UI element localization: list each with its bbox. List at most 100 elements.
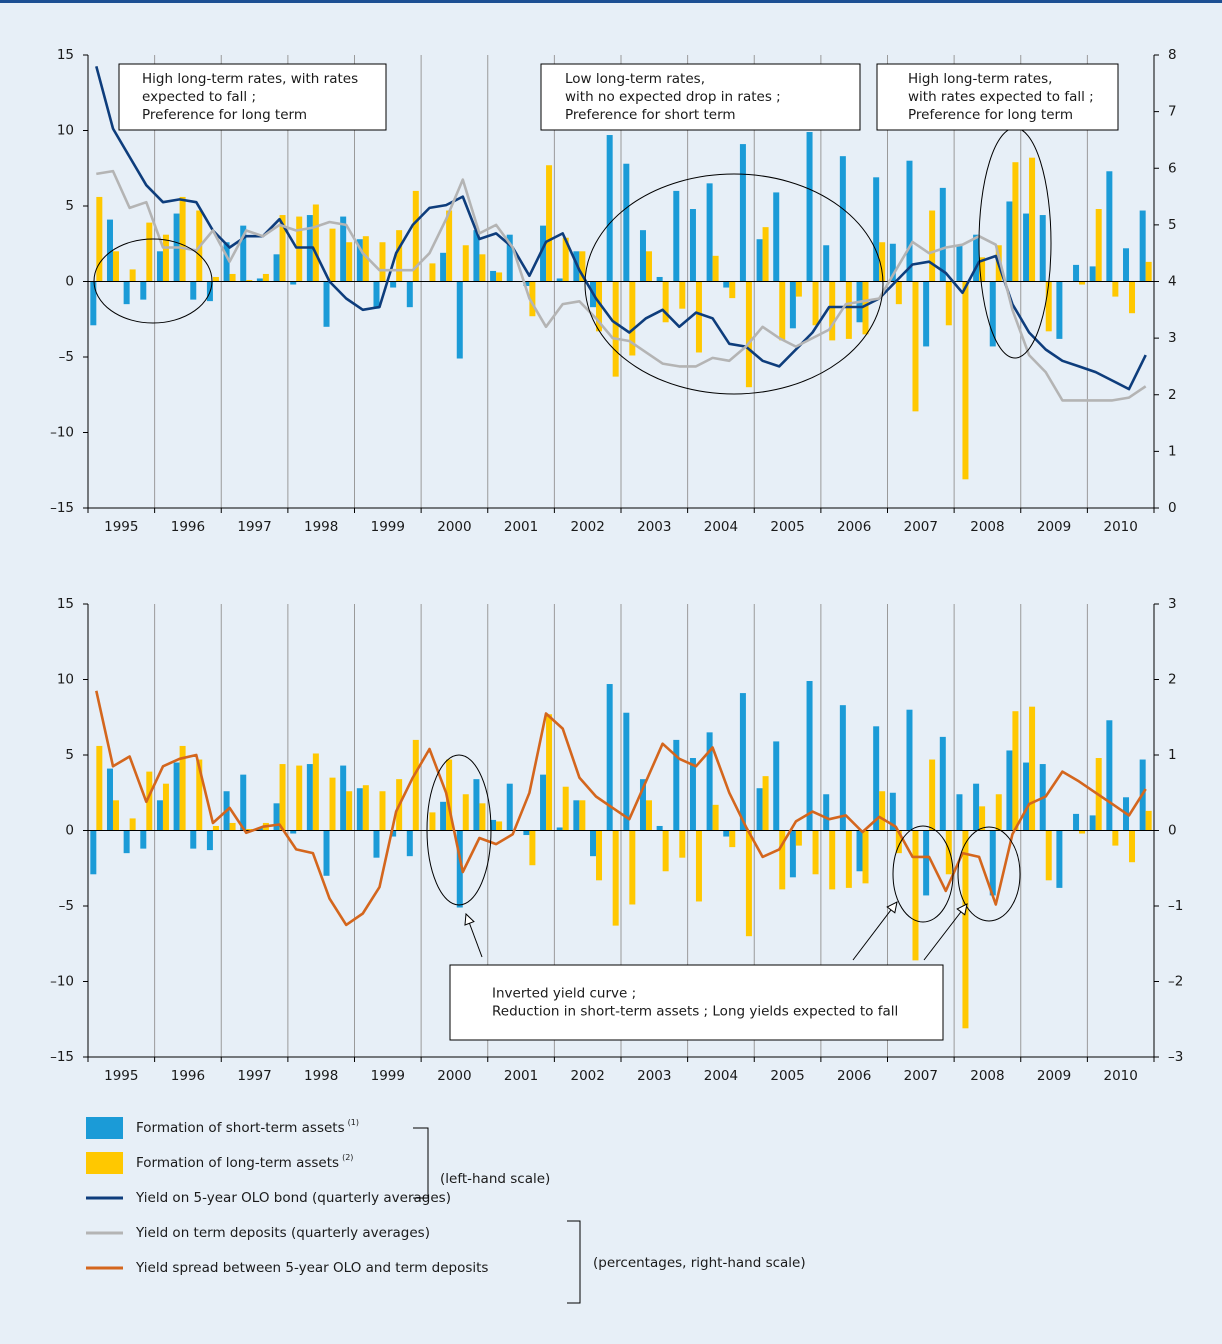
bar [839, 705, 846, 831]
bar [829, 830, 836, 890]
bar [173, 762, 180, 831]
legend-label: Formation of long-term assets (2) [136, 1153, 353, 1172]
bar [706, 732, 713, 831]
bar [695, 281, 702, 353]
bar [506, 783, 513, 831]
arrow-head [464, 912, 475, 926]
bar [762, 227, 769, 282]
x-tick-label: 2008 [970, 1068, 1004, 1084]
bar [296, 765, 303, 831]
arrow-shaft [923, 903, 968, 961]
highlight-ellipse [892, 825, 954, 923]
bar [1112, 830, 1119, 846]
y2-tick-label: 4 [1168, 274, 1177, 290]
annotation-text: Reduction in short-term assets ; Long yi… [492, 1004, 898, 1020]
x-tick-label: 2006 [837, 519, 871, 535]
bar [579, 800, 586, 831]
y2-tick-label: –2 [1168, 974, 1183, 990]
x-tick-label: 2000 [437, 1068, 471, 1084]
bar [806, 681, 813, 831]
bar [429, 263, 436, 282]
bar [412, 190, 419, 282]
bar [356, 788, 363, 831]
bar [556, 278, 563, 282]
annotation-text: High long-term rates, with rates [142, 71, 358, 87]
x-tick-label: 1995 [104, 519, 138, 535]
bar [1073, 264, 1080, 282]
bar [1123, 248, 1130, 282]
bar [639, 230, 646, 282]
x-tick-label: 2005 [770, 1068, 804, 1084]
bar [96, 745, 103, 831]
legend-name: Yield on term deposits (quarterly averag… [135, 1225, 430, 1241]
y-tick-label: 15 [57, 596, 74, 612]
x-tick-label: 1996 [171, 519, 205, 535]
bar [206, 830, 213, 851]
bar [606, 135, 613, 282]
bar [1045, 281, 1052, 332]
bar [529, 830, 536, 866]
highlight-ellipse [426, 754, 492, 906]
bar [739, 144, 746, 282]
y2-tick-label: 2 [1168, 672, 1177, 688]
annotation-text: Preference for long term [142, 107, 307, 123]
bar [156, 800, 163, 831]
bar [579, 251, 586, 282]
bar [1112, 281, 1119, 297]
bar [623, 163, 630, 282]
x-tick-label: 2009 [1037, 1068, 1071, 1084]
bar [873, 177, 880, 282]
annotation-text: Inverted yield curve ; [492, 986, 636, 1002]
bar [756, 239, 763, 282]
bar [789, 281, 796, 329]
bar [373, 830, 380, 858]
bar [290, 281, 297, 285]
y-tick-label: –15 [50, 500, 74, 516]
y-tick-label: 0 [65, 823, 74, 839]
bar [873, 726, 880, 831]
bar [623, 712, 630, 831]
x-tick-label: 1999 [371, 1068, 405, 1084]
bar [989, 281, 996, 347]
bar [496, 821, 503, 831]
arrow-head [956, 903, 968, 916]
bar [812, 281, 819, 326]
legend-name: Formation of long-term assets [136, 1155, 339, 1171]
bar [962, 830, 969, 1029]
x-tick-label: 1996 [171, 1068, 205, 1084]
legend-bracket [567, 1220, 581, 1304]
bar [490, 819, 497, 831]
bar [196, 759, 203, 831]
bar [562, 237, 569, 282]
y-tick-label: –5 [59, 898, 74, 914]
y2-tick-label: 2 [1168, 387, 1177, 403]
bar [1039, 215, 1046, 282]
bar [596, 281, 603, 332]
bar [396, 230, 403, 282]
bar [1079, 830, 1086, 834]
annotation-text: Low long-term rates, [565, 71, 705, 87]
bar [629, 830, 636, 905]
y2-tick-label: –3 [1168, 1049, 1183, 1065]
bar [140, 281, 147, 300]
highlight-ellipse [584, 173, 884, 395]
y2-tick-label: 7 [1168, 104, 1177, 120]
bar [162, 234, 169, 282]
x-tick-label: 2009 [1037, 519, 1071, 535]
annotation-text: Preference for short term [565, 107, 736, 123]
x-tick-label: 2002 [571, 1068, 605, 1084]
bar [1029, 157, 1036, 282]
x-tick-label: 2008 [970, 519, 1004, 535]
bar [762, 776, 769, 831]
y2-tick-label: 0 [1168, 500, 1177, 516]
bar [190, 281, 197, 300]
bar [723, 830, 730, 837]
bar [695, 830, 702, 902]
y-tick-label: 5 [65, 198, 74, 214]
bar [106, 219, 113, 282]
bar [262, 273, 269, 282]
legend-footnote: (2) [342, 1153, 353, 1162]
bar [346, 242, 353, 282]
bar [290, 830, 297, 834]
bar [146, 771, 153, 831]
